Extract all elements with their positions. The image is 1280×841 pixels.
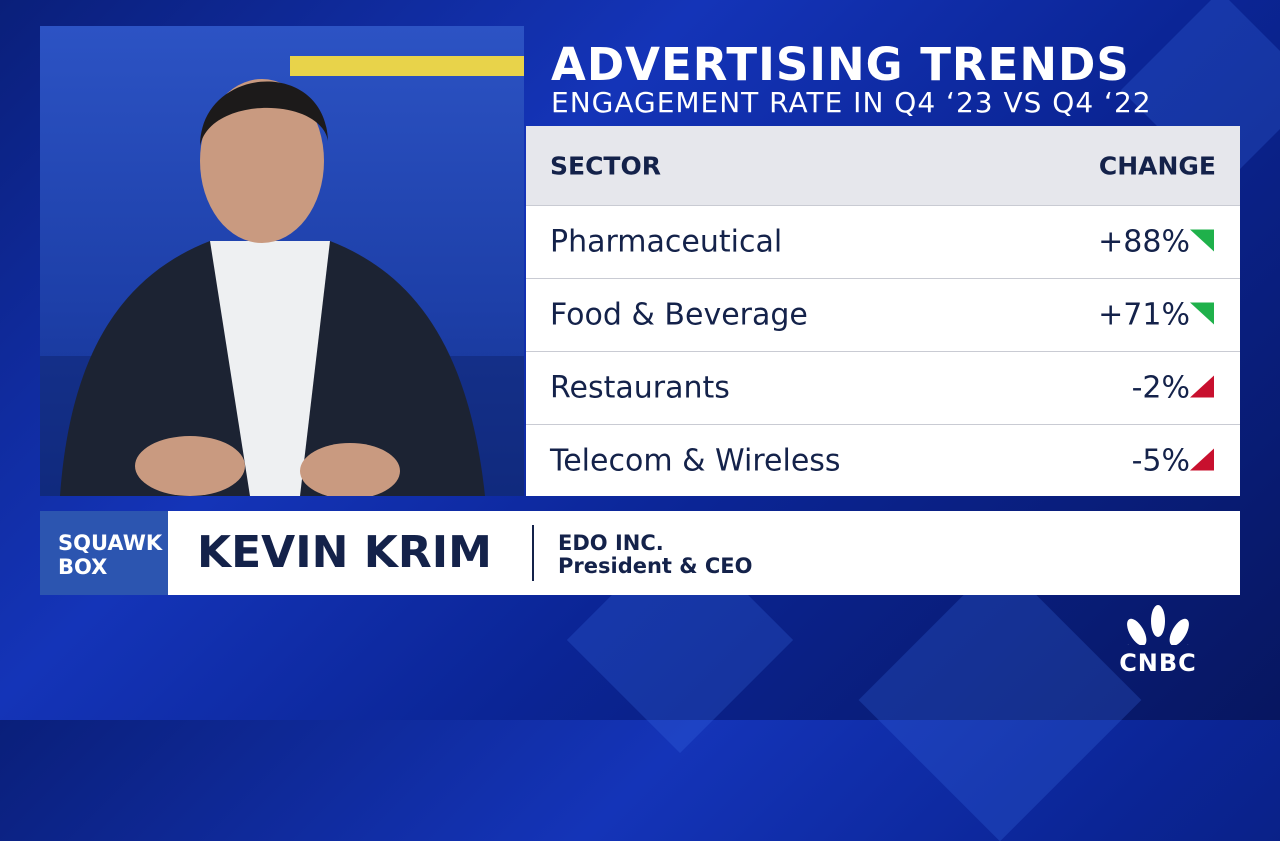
- studio-light: [290, 56, 524, 76]
- title: ADVERTISING TRENDS: [551, 38, 1130, 91]
- trend-icon: [1190, 371, 1214, 406]
- table-row: Pharmaceutical +88%: [526, 205, 1240, 278]
- trend-up: [1190, 229, 1214, 252]
- video-feed: [40, 26, 524, 496]
- hand: [300, 443, 400, 496]
- sector: Restaurants: [550, 370, 730, 406]
- hand: [135, 436, 245, 496]
- trend-up: [1190, 302, 1214, 325]
- table-row: Food & Beverage +71%: [526, 278, 1240, 351]
- show-name: SQUAWK: [58, 531, 163, 555]
- sector: Pharmaceutical: [550, 224, 783, 260]
- sector: Food & Beverage: [550, 297, 808, 333]
- sector: Telecom & Wireless: [550, 443, 841, 479]
- shirt: [210, 241, 330, 496]
- trend-icon: [1190, 444, 1214, 479]
- subtitle: ENGAGEMENT RATE IN Q4 ‘23 VS Q4 ‘22: [551, 86, 1152, 119]
- change: -5%: [1131, 443, 1190, 479]
- peacock: [1122, 605, 1194, 664]
- table-row: Restaurants -2%: [526, 351, 1240, 424]
- divider: [532, 525, 534, 581]
- presenter-illustration: [40, 56, 524, 496]
- column-header: CHANGE: [1098, 151, 1216, 180]
- lower-third: KEVIN KRIM EDO INC. President & CEO: [168, 511, 1240, 595]
- table-row: Telecom & Wireless -5%: [526, 424, 1240, 497]
- show-name: BOX: [58, 555, 108, 579]
- hair: [200, 81, 328, 146]
- guest-role: President & CEO: [558, 554, 753, 578]
- guest-company: EDO INC.: [558, 531, 664, 555]
- network-logo: CNBC: [1112, 605, 1204, 677]
- logo-text: CNBC: [1119, 649, 1197, 677]
- column-header: SECTOR: [550, 151, 661, 180]
- guest-name: KEVIN KRIM: [197, 527, 492, 578]
- change: +88%: [1098, 224, 1190, 260]
- trend-icon: [1190, 298, 1214, 333]
- show-badge: SQUAWK BOX: [40, 511, 168, 595]
- table: SECTOR CHANGE Pharmaceutical +88% Food & B…: [526, 126, 1240, 496]
- trend-down: [1190, 375, 1214, 398]
- face: [200, 79, 324, 243]
- trend-down: [1190, 448, 1214, 471]
- change: +71%: [1098, 297, 1190, 333]
- background-facet: [858, 558, 1142, 841]
- table-header: SECTOR CHANGE: [526, 126, 1240, 205]
- change: -2%: [1131, 370, 1190, 406]
- trend-icon: [1190, 225, 1214, 260]
